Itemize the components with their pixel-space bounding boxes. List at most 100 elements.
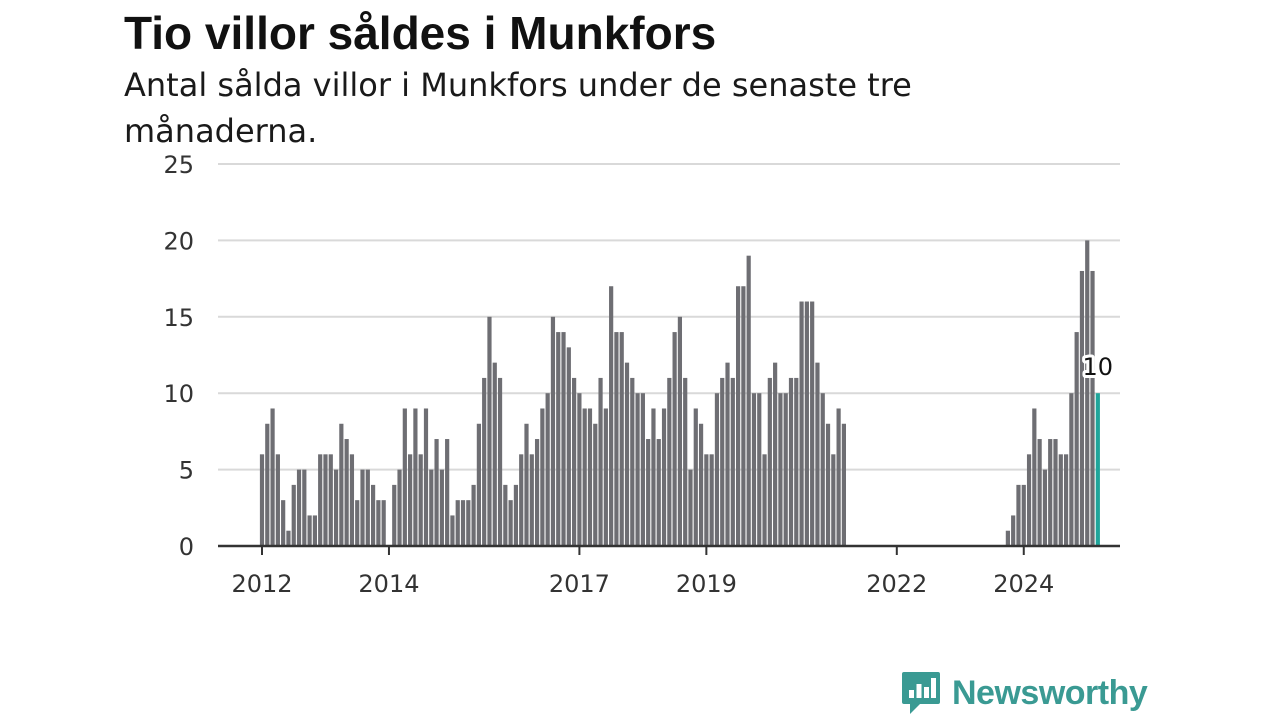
bar xyxy=(466,500,471,546)
y-tick-label: 10 xyxy=(163,380,194,408)
bar xyxy=(423,408,429,546)
x-tick-label: 2019 xyxy=(676,570,737,598)
bar xyxy=(603,408,608,546)
bar xyxy=(492,362,497,546)
bar xyxy=(519,454,524,546)
bar xyxy=(1005,530,1010,546)
bar xyxy=(1037,439,1042,546)
bar xyxy=(370,484,376,546)
bar xyxy=(1090,270,1095,546)
bar xyxy=(762,454,767,546)
bar xyxy=(545,393,550,546)
bar xyxy=(836,408,841,546)
bar xyxy=(402,408,407,546)
bar xyxy=(646,439,651,546)
x-tick-label: 2014 xyxy=(358,570,419,598)
bar xyxy=(561,332,566,546)
bar xyxy=(757,393,762,546)
y-tick-label: 0 xyxy=(179,533,194,561)
bar xyxy=(656,439,661,546)
bar xyxy=(381,500,386,546)
highlight-bar xyxy=(1095,393,1100,546)
bar xyxy=(524,423,529,546)
bar xyxy=(698,423,704,546)
bar xyxy=(339,423,344,546)
bar xyxy=(810,301,815,546)
bar xyxy=(640,393,645,546)
bar xyxy=(746,255,751,546)
bar xyxy=(1085,240,1090,546)
bar xyxy=(783,393,788,546)
bar xyxy=(265,423,270,546)
bar xyxy=(667,377,672,546)
bar xyxy=(450,515,455,546)
page-title: Tio villor såldes i Munkfors xyxy=(124,7,717,59)
x-tick-label: 2012 xyxy=(231,570,292,598)
bar xyxy=(1079,270,1085,546)
bar xyxy=(741,286,746,546)
bar xyxy=(582,408,587,546)
bar xyxy=(661,408,667,546)
bar xyxy=(778,393,783,546)
bar xyxy=(534,439,540,546)
bar xyxy=(482,377,487,546)
bar xyxy=(1063,454,1069,546)
bar xyxy=(503,484,508,546)
bar xyxy=(349,454,355,546)
bar xyxy=(312,515,317,546)
newsworthy-logo-icon xyxy=(902,672,940,714)
bar xyxy=(1053,439,1058,546)
bar xyxy=(360,469,365,546)
bar xyxy=(302,469,307,546)
bar xyxy=(540,408,545,546)
bar xyxy=(709,454,714,546)
bar xyxy=(1016,484,1021,546)
bar xyxy=(1026,454,1032,546)
bar xyxy=(497,377,503,546)
bar xyxy=(614,332,619,546)
bar xyxy=(333,469,339,546)
bar xyxy=(355,500,360,546)
bar xyxy=(1021,484,1026,546)
bar xyxy=(508,500,513,546)
bar xyxy=(392,484,397,546)
bar xyxy=(820,393,825,546)
bar xyxy=(683,377,688,546)
y-tick-label: 15 xyxy=(163,304,194,332)
bar xyxy=(275,454,280,546)
bar xyxy=(1074,332,1079,546)
bar xyxy=(720,377,725,546)
bar xyxy=(598,377,603,546)
bar xyxy=(736,286,741,546)
bar xyxy=(296,469,302,546)
bar xyxy=(487,316,492,546)
bar xyxy=(815,362,820,546)
bar xyxy=(619,332,624,546)
bar xyxy=(587,408,593,546)
bar xyxy=(323,454,328,546)
bar xyxy=(365,469,370,546)
bar xyxy=(550,316,556,546)
bar xyxy=(270,408,275,546)
bar xyxy=(455,500,460,546)
bar xyxy=(460,500,466,546)
bar xyxy=(529,454,534,546)
bar xyxy=(376,500,381,546)
bar xyxy=(281,500,286,546)
x-tick-label: 2017 xyxy=(549,570,610,598)
value-label: 10 xyxy=(1083,353,1114,381)
bar xyxy=(566,347,571,546)
bar xyxy=(624,362,630,546)
bar xyxy=(318,454,323,546)
bar xyxy=(730,377,735,546)
bar xyxy=(688,469,693,546)
bar xyxy=(609,286,614,546)
bar xyxy=(651,408,656,546)
bar xyxy=(804,301,809,546)
bar xyxy=(418,454,423,546)
bar xyxy=(286,530,291,546)
bar xyxy=(788,377,794,546)
bar xyxy=(704,454,709,546)
bar xyxy=(397,469,402,546)
bar xyxy=(1032,408,1037,546)
